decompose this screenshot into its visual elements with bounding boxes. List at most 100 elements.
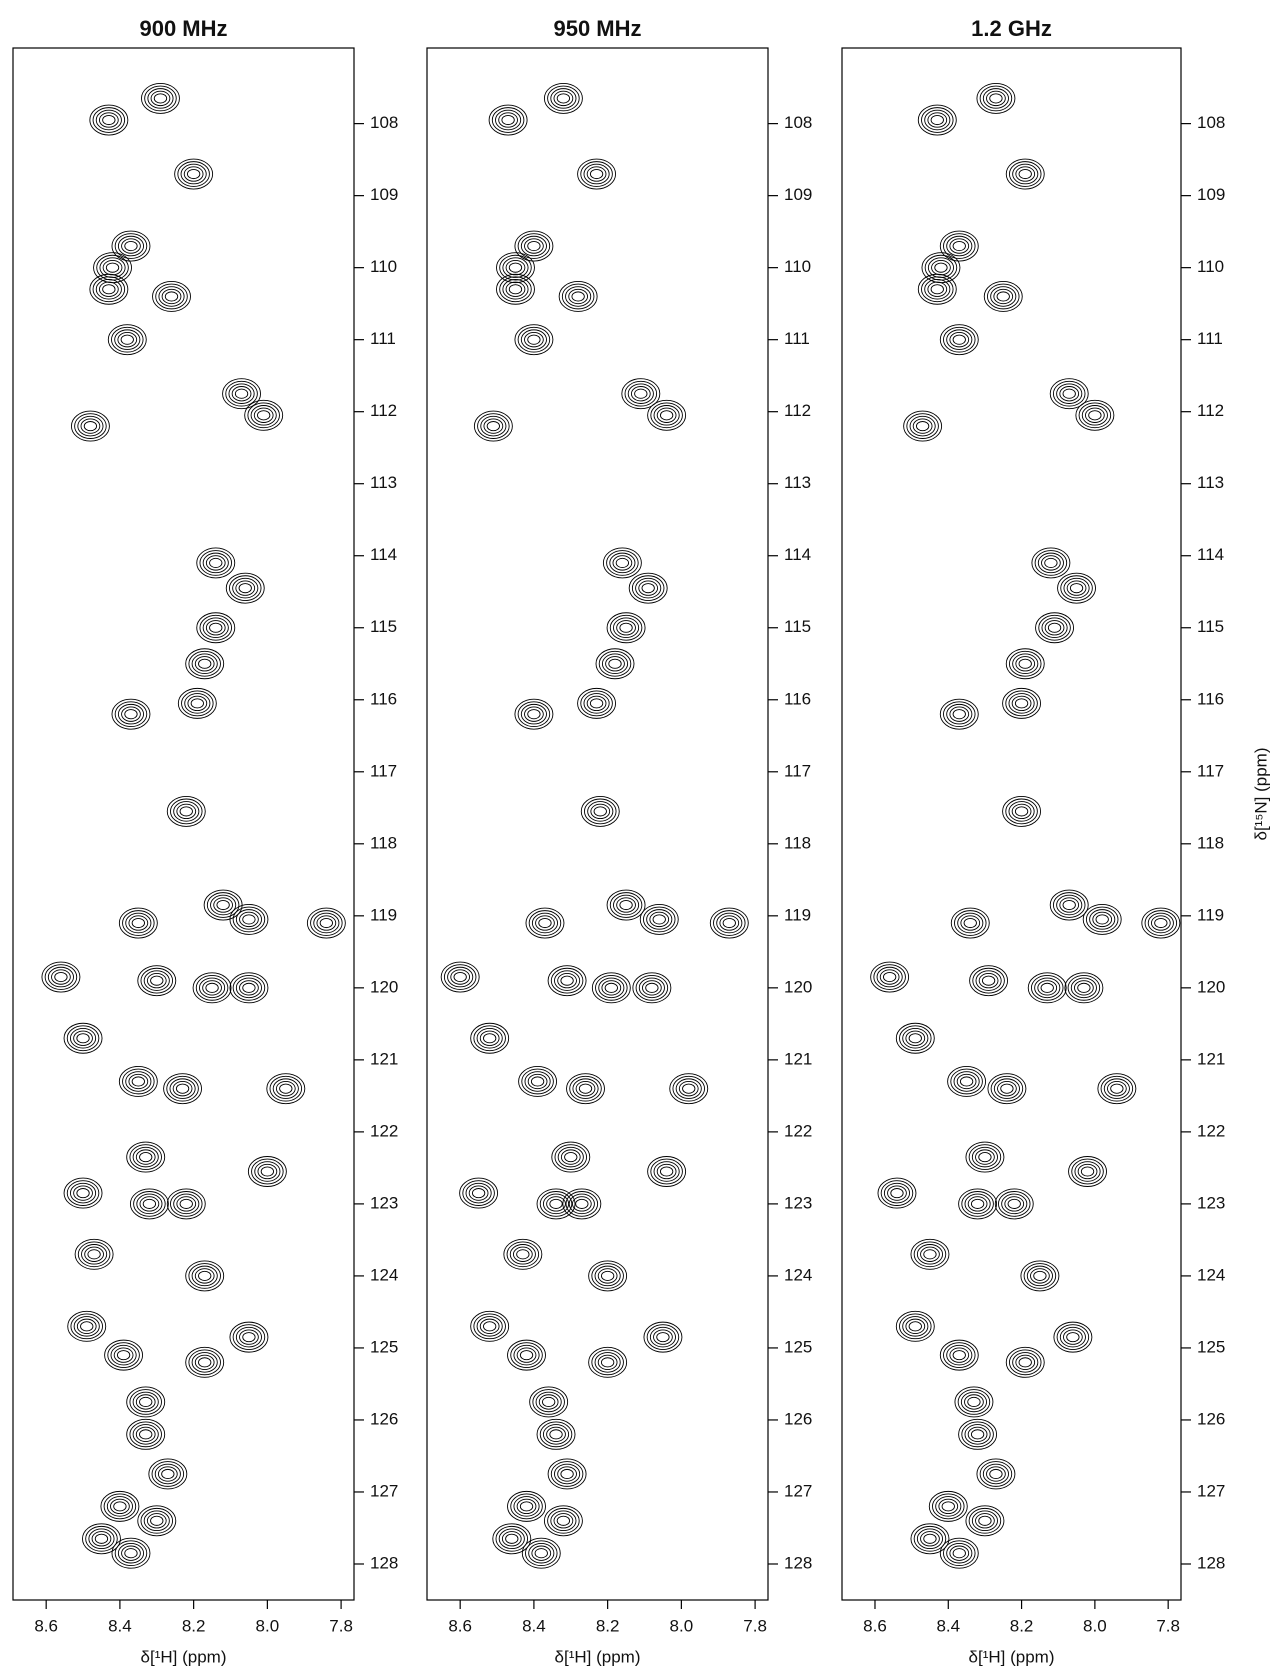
- x-axis-label: δ[¹H] (ppm): [141, 1647, 227, 1666]
- contour-ring: [579, 1084, 591, 1093]
- contour-ring: [969, 1145, 1001, 1170]
- contour-ring: [108, 1343, 140, 1368]
- contour-ring: [94, 253, 132, 283]
- contour-ring: [607, 613, 645, 643]
- contour-ring: [990, 94, 1002, 103]
- contour-ring: [940, 1538, 978, 1568]
- contour-ring: [125, 710, 137, 719]
- y-tick-label: 126: [370, 1409, 398, 1428]
- contour-ring: [243, 915, 255, 924]
- contour-ring: [971, 1430, 983, 1439]
- contour-ring: [119, 908, 157, 938]
- y-tick-label: 115: [370, 617, 397, 636]
- contour-ring: [653, 915, 665, 924]
- peak: [193, 973, 231, 1003]
- peak: [508, 1491, 546, 1521]
- contour-ring: [111, 327, 143, 352]
- contour-ring: [955, 1387, 993, 1417]
- y-tick-label: 118: [1197, 833, 1224, 852]
- peak: [603, 548, 641, 578]
- peak: [127, 1419, 165, 1449]
- contour-ring: [143, 1199, 155, 1208]
- contour-ring: [969, 1508, 1001, 1533]
- contour-ring: [960, 1077, 972, 1086]
- peak: [548, 1459, 586, 1489]
- contour-ring: [474, 1026, 506, 1051]
- contour-ring: [953, 1549, 965, 1558]
- contour-ring: [599, 651, 631, 676]
- contour-ring: [640, 904, 678, 934]
- contour-ring: [1034, 1271, 1046, 1280]
- peak: [633, 973, 671, 1003]
- peak: [508, 1340, 546, 1370]
- contour-ring: [257, 411, 269, 420]
- contour-ring: [121, 335, 133, 344]
- y-tick-label: 124: [370, 1265, 398, 1284]
- contour-ring: [539, 918, 551, 927]
- contour-ring: [90, 274, 128, 304]
- contour-ring: [245, 400, 283, 430]
- peak: [940, 325, 978, 355]
- peak: [552, 1142, 590, 1172]
- contour-ring: [243, 983, 255, 992]
- contour-ring: [896, 1311, 934, 1341]
- contour-ring: [115, 234, 147, 259]
- contour-ring: [1021, 1261, 1059, 1291]
- contour-ring: [1003, 688, 1041, 718]
- y-tick-label: 119: [1197, 905, 1224, 924]
- contour-ring: [651, 1159, 683, 1184]
- contour-ring: [200, 551, 232, 576]
- contour-ring: [189, 1264, 221, 1289]
- contour-ring: [530, 1387, 568, 1417]
- contour-ring: [206, 983, 218, 992]
- contour-ring: [1089, 411, 1101, 420]
- contour-ring: [644, 1322, 682, 1352]
- contour-ring: [601, 1358, 613, 1367]
- peak: [127, 1387, 165, 1417]
- contour-ring: [511, 1494, 543, 1519]
- contour-ring: [95, 1534, 107, 1543]
- peak: [526, 908, 564, 938]
- contour-ring: [924, 1534, 936, 1543]
- peak: [1054, 1322, 1092, 1352]
- contour-ring: [911, 1524, 949, 1554]
- peak: [112, 699, 150, 729]
- contour-ring: [979, 1516, 991, 1525]
- contour-ring: [871, 962, 909, 992]
- peak: [1006, 1347, 1044, 1377]
- contour-ring: [581, 691, 613, 716]
- x-tick-label: 8.6: [34, 1616, 58, 1635]
- peak: [988, 1074, 1026, 1104]
- peak: [592, 973, 630, 1003]
- contour-ring: [515, 231, 553, 261]
- peak: [1058, 573, 1096, 603]
- y-tick-label: 112: [1197, 401, 1224, 420]
- peak: [504, 1239, 542, 1269]
- peak: [90, 274, 128, 304]
- contour-ring: [962, 1191, 994, 1216]
- contour-ring: [713, 911, 745, 936]
- contour-ring: [935, 263, 947, 272]
- peak: [515, 699, 553, 729]
- contour-ring: [964, 918, 976, 927]
- peak: [42, 962, 80, 992]
- peak: [629, 573, 667, 603]
- contour-ring: [78, 1242, 110, 1267]
- contour-ring: [108, 325, 146, 355]
- contour-ring: [243, 1333, 255, 1342]
- contour-ring: [605, 983, 617, 992]
- contour-ring: [141, 968, 173, 993]
- peak: [496, 274, 534, 304]
- y-tick-label: 116: [784, 689, 811, 708]
- peak: [164, 1074, 202, 1104]
- y-tick-label: 123: [784, 1193, 812, 1212]
- y-tick-label: 121: [1197, 1049, 1225, 1068]
- contour-ring: [540, 1191, 572, 1216]
- contour-ring: [1048, 623, 1060, 632]
- contour-ring: [636, 975, 668, 1000]
- contour-ring: [68, 1311, 106, 1341]
- y-tick-label: 123: [370, 1193, 398, 1212]
- contour-ring: [138, 966, 176, 996]
- contour-ring: [931, 285, 943, 294]
- contour-ring: [156, 284, 188, 309]
